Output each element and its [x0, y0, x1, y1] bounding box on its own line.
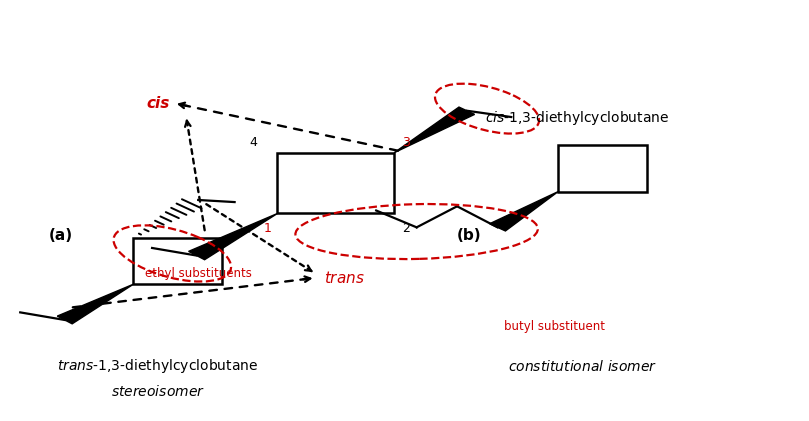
- Polygon shape: [394, 107, 475, 153]
- Text: $\it{constitutional\ isomer}$: $\it{constitutional\ isomer}$: [508, 359, 657, 374]
- Polygon shape: [188, 213, 277, 260]
- Text: $\it{trans}$: $\it{trans}$: [324, 270, 365, 286]
- Polygon shape: [57, 284, 133, 324]
- Text: ethyl substituents: ethyl substituents: [145, 267, 252, 280]
- Text: (b): (b): [457, 228, 481, 243]
- Text: $\it{cis}$-1,3-diethylcyclobutane: $\it{cis}$-1,3-diethylcyclobutane: [485, 109, 670, 127]
- Text: cis: cis: [146, 96, 170, 111]
- Text: 3: 3: [402, 136, 410, 149]
- Text: $\it{trans}$-1,3-diethylcyclobutane: $\it{trans}$-1,3-diethylcyclobutane: [57, 357, 258, 375]
- Text: butyl substituent: butyl substituent: [504, 320, 604, 333]
- Text: 4: 4: [249, 136, 257, 149]
- Polygon shape: [489, 192, 558, 231]
- Text: 1: 1: [264, 222, 272, 235]
- Text: (a): (a): [49, 228, 73, 243]
- Text: 2: 2: [402, 222, 410, 235]
- Text: $\it{stereoisomer}$: $\it{stereoisomer}$: [111, 384, 205, 399]
